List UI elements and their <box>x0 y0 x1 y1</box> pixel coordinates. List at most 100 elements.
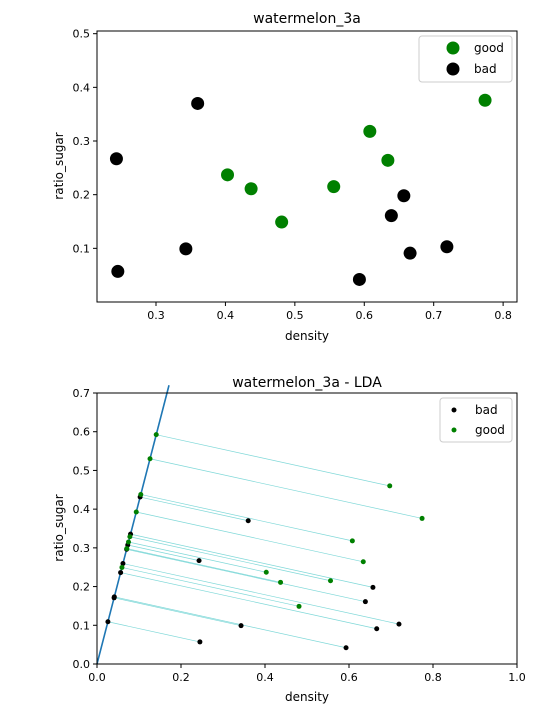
data-point-bad <box>397 189 411 203</box>
projected-point-good <box>124 546 130 552</box>
projection-segment <box>136 511 364 563</box>
y-tick-label: 0.1 <box>73 619 91 632</box>
chart-2-plot-area <box>96 392 518 665</box>
projected-point-good <box>127 534 133 540</box>
data-point-bad <box>245 518 251 524</box>
y-tick-label: 0.4 <box>73 503 91 516</box>
projected-point-bad <box>105 619 111 625</box>
chart-2-title: watermelon_3a - LDA <box>232 375 382 391</box>
y-tick-label: 0.7 <box>73 387 91 400</box>
legend-marker-good <box>446 41 460 55</box>
data-point-bad <box>374 626 380 632</box>
chart-2-legend-box <box>439 397 513 443</box>
x-tick-label: 0.4 <box>256 671 274 684</box>
chart-2: watermelon_3a - LDA 0.0 0.2 0.4 0.6 0.8 1.0 0… <box>52 375 526 704</box>
x-tick-label: 0.0 <box>88 671 106 684</box>
y-tick-label: 0.1 <box>73 242 91 255</box>
chart-1-legend: good bad <box>418 35 513 83</box>
data-point-bad <box>179 242 193 256</box>
chart-1-legend-box <box>418 35 513 83</box>
data-point-good <box>360 559 366 565</box>
projection-segment <box>127 544 200 561</box>
data-point-good <box>478 93 492 107</box>
data-point-good <box>221 168 235 182</box>
y-tick-label: 0.3 <box>73 135 91 148</box>
projection-segment <box>156 434 390 487</box>
data-point-bad <box>440 240 454 254</box>
legend-label-bad: bad <box>474 62 497 76</box>
data-point-bad <box>197 639 203 645</box>
projection-segment <box>114 597 242 627</box>
chart-1-title: watermelon_3a <box>253 11 361 27</box>
y-tick-label: 0.2 <box>73 189 91 202</box>
projected-point-bad <box>120 561 126 567</box>
data-point-good <box>263 569 269 575</box>
projection-segment <box>126 548 366 603</box>
projection-segment <box>129 536 331 582</box>
chart-2-legend: bad good <box>439 397 513 443</box>
legend-label-good: good <box>475 423 505 437</box>
data-point-good <box>387 483 393 489</box>
legend-marker-good <box>451 427 457 433</box>
x-tick-label: 0.8 <box>424 671 442 684</box>
y-tick-label: 0.6 <box>73 426 91 439</box>
projected-point-good <box>133 509 139 515</box>
projection-segment <box>107 621 200 643</box>
chart-1: watermelon_3a 0.3 0.4 0.5 0.6 0.7 0.8 0.1 0.2 0… <box>52 11 518 343</box>
legend-label-good: good <box>474 41 504 55</box>
x-tick-label: 0.4 <box>217 309 235 322</box>
x-tick-label: 0.6 <box>340 671 358 684</box>
projected-point-good <box>119 564 125 570</box>
data-point-bad <box>196 558 202 564</box>
projected-point-good <box>138 491 144 497</box>
projection-segment <box>122 563 400 625</box>
data-point-good <box>328 578 334 584</box>
projected-point-good <box>126 539 132 545</box>
y-tick-label: 0.4 <box>73 81 91 94</box>
data-point-good <box>296 603 302 609</box>
y-tick-label: 0.0 <box>73 658 91 671</box>
data-point-good <box>363 124 377 138</box>
data-point-good <box>275 215 289 229</box>
x-tick-label: 0.5 <box>286 309 304 322</box>
data-point-bad <box>343 645 349 651</box>
data-point-good <box>381 153 395 167</box>
projection-segment <box>140 496 249 522</box>
legend-marker-bad <box>446 62 460 76</box>
x-tick-label: 1.0 <box>508 671 526 684</box>
projection-segment <box>149 458 423 519</box>
data-point-bad <box>111 264 125 278</box>
data-point-bad <box>109 152 123 166</box>
x-tick-label: 0.7 <box>425 309 443 322</box>
data-point-bad <box>191 96 205 110</box>
chart-1-plot-area <box>96 30 518 303</box>
data-point-bad <box>403 246 417 260</box>
chart-2-ylabel: ratio_sugar <box>52 494 66 561</box>
projection-segment <box>128 541 267 573</box>
projection-segment <box>140 494 353 542</box>
data-point-bad <box>238 623 244 629</box>
projection-segment <box>120 572 377 630</box>
projected-point-good <box>147 456 153 462</box>
projected-point-bad <box>118 570 124 576</box>
x-tick-label: 0.6 <box>356 309 374 322</box>
y-tick-label: 0.3 <box>73 542 91 555</box>
chart-1-xlabel: density <box>285 329 329 343</box>
projection-segment <box>126 548 281 583</box>
data-point-bad <box>352 272 366 286</box>
y-tick-label: 0.5 <box>73 28 91 41</box>
projection-segment <box>130 533 374 588</box>
projected-point-bad <box>111 595 117 601</box>
lda-projection-line <box>96 385 170 665</box>
chart-1-ylabel: ratio_sugar <box>52 132 66 199</box>
projected-point-good <box>153 432 159 438</box>
data-point-bad <box>370 584 376 590</box>
data-point-bad <box>396 621 402 627</box>
y-tick-label: 0.2 <box>73 581 91 594</box>
y-tick-label: 0.5 <box>73 464 91 477</box>
legend-label-bad: bad <box>475 403 498 417</box>
data-point-good <box>327 180 341 194</box>
data-point-good <box>419 515 425 521</box>
x-tick-label: 0.2 <box>172 671 190 684</box>
